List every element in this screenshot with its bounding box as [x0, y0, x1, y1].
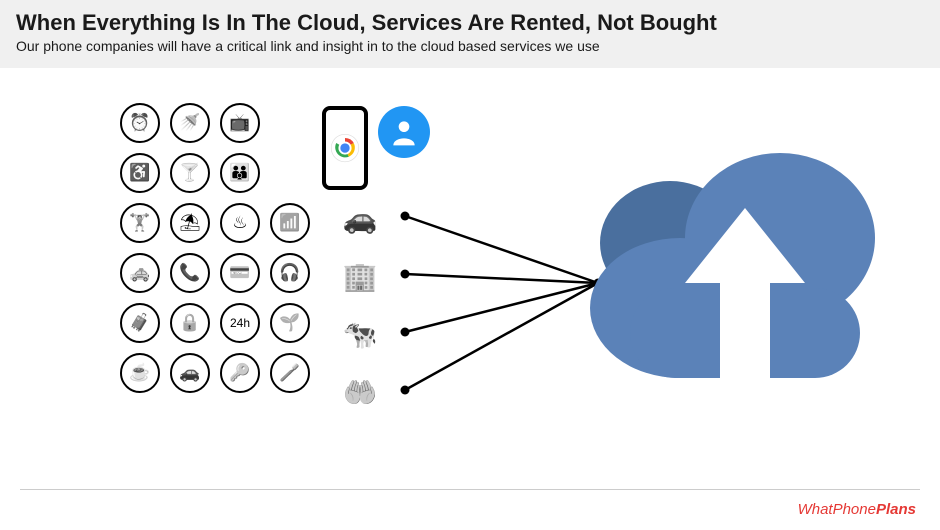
brand-part1: WhatPhone: [798, 501, 876, 518]
wheelchair-icon: ♿: [120, 153, 160, 193]
cloud-upload-icon: [570, 138, 900, 398]
family-icon: 👪: [220, 153, 260, 193]
flame-icon: ♨: [220, 203, 260, 243]
key-icon: 🔑: [220, 353, 260, 393]
hand-service-icon: 🤲: [340, 372, 380, 412]
phone-icon: 📞: [170, 253, 210, 293]
beach-icon: ⛱: [170, 203, 210, 243]
building-service-icon: 🏢: [340, 256, 380, 296]
smartphone-icon: [322, 106, 368, 190]
safe-icon: 🔒: [170, 303, 210, 343]
dumbbell-icon: 🏋: [120, 203, 160, 243]
24h-icon: 24h: [220, 303, 260, 343]
page-subtitle: Our phone companies will have a critical…: [16, 38, 924, 54]
shower-icon: 🚿: [170, 103, 210, 143]
wifi-icon: 📶: [270, 203, 310, 243]
clock-icon: ⏰: [120, 103, 160, 143]
header-bar: When Everything Is In The Cloud, Service…: [0, 0, 940, 68]
luggage-icon: 🧳: [120, 303, 160, 343]
car-service-icon: 🚗: [340, 198, 380, 238]
tv-icon: 📺: [220, 103, 260, 143]
brand-part2: Plans: [876, 501, 916, 518]
car-icon: 🚗: [170, 353, 210, 393]
cow-service-icon: 🐄: [340, 314, 380, 354]
kettle-icon: ☕: [120, 353, 160, 393]
brand-logo: WhatPhonePlans: [798, 501, 916, 518]
plant-icon: 🌱: [270, 303, 310, 343]
footer-divider: [20, 489, 920, 490]
card-icon: 💳: [220, 253, 260, 293]
infographic-canvas: ⏰🚿📺♿🍸👪🏋⛱♨📶🚕📞💳🎧🧳🔒24h🌱☕🚗🔑🪥 🚗🏢🐄🤲: [0, 68, 940, 488]
page-title: When Everything Is In The Cloud, Service…: [16, 10, 924, 36]
martini-icon: 🍸: [170, 153, 210, 193]
amenity-icon-grid: ⏰🚿📺 ♿🍸👪 🏋⛱♨📶 🚕📞💳🎧 🧳🔒24h🌱 ☕🚗🔑🪥: [120, 103, 314, 397]
service-column: 🚗 🏢 🐄 🤲: [340, 198, 380, 412]
chrome-icon: [330, 133, 360, 163]
support-icon: 🎧: [270, 253, 310, 293]
user-avatar-icon: [378, 106, 430, 158]
taxi-icon: 🚕: [120, 253, 160, 293]
toothbrush-icon: 🪥: [270, 353, 310, 393]
